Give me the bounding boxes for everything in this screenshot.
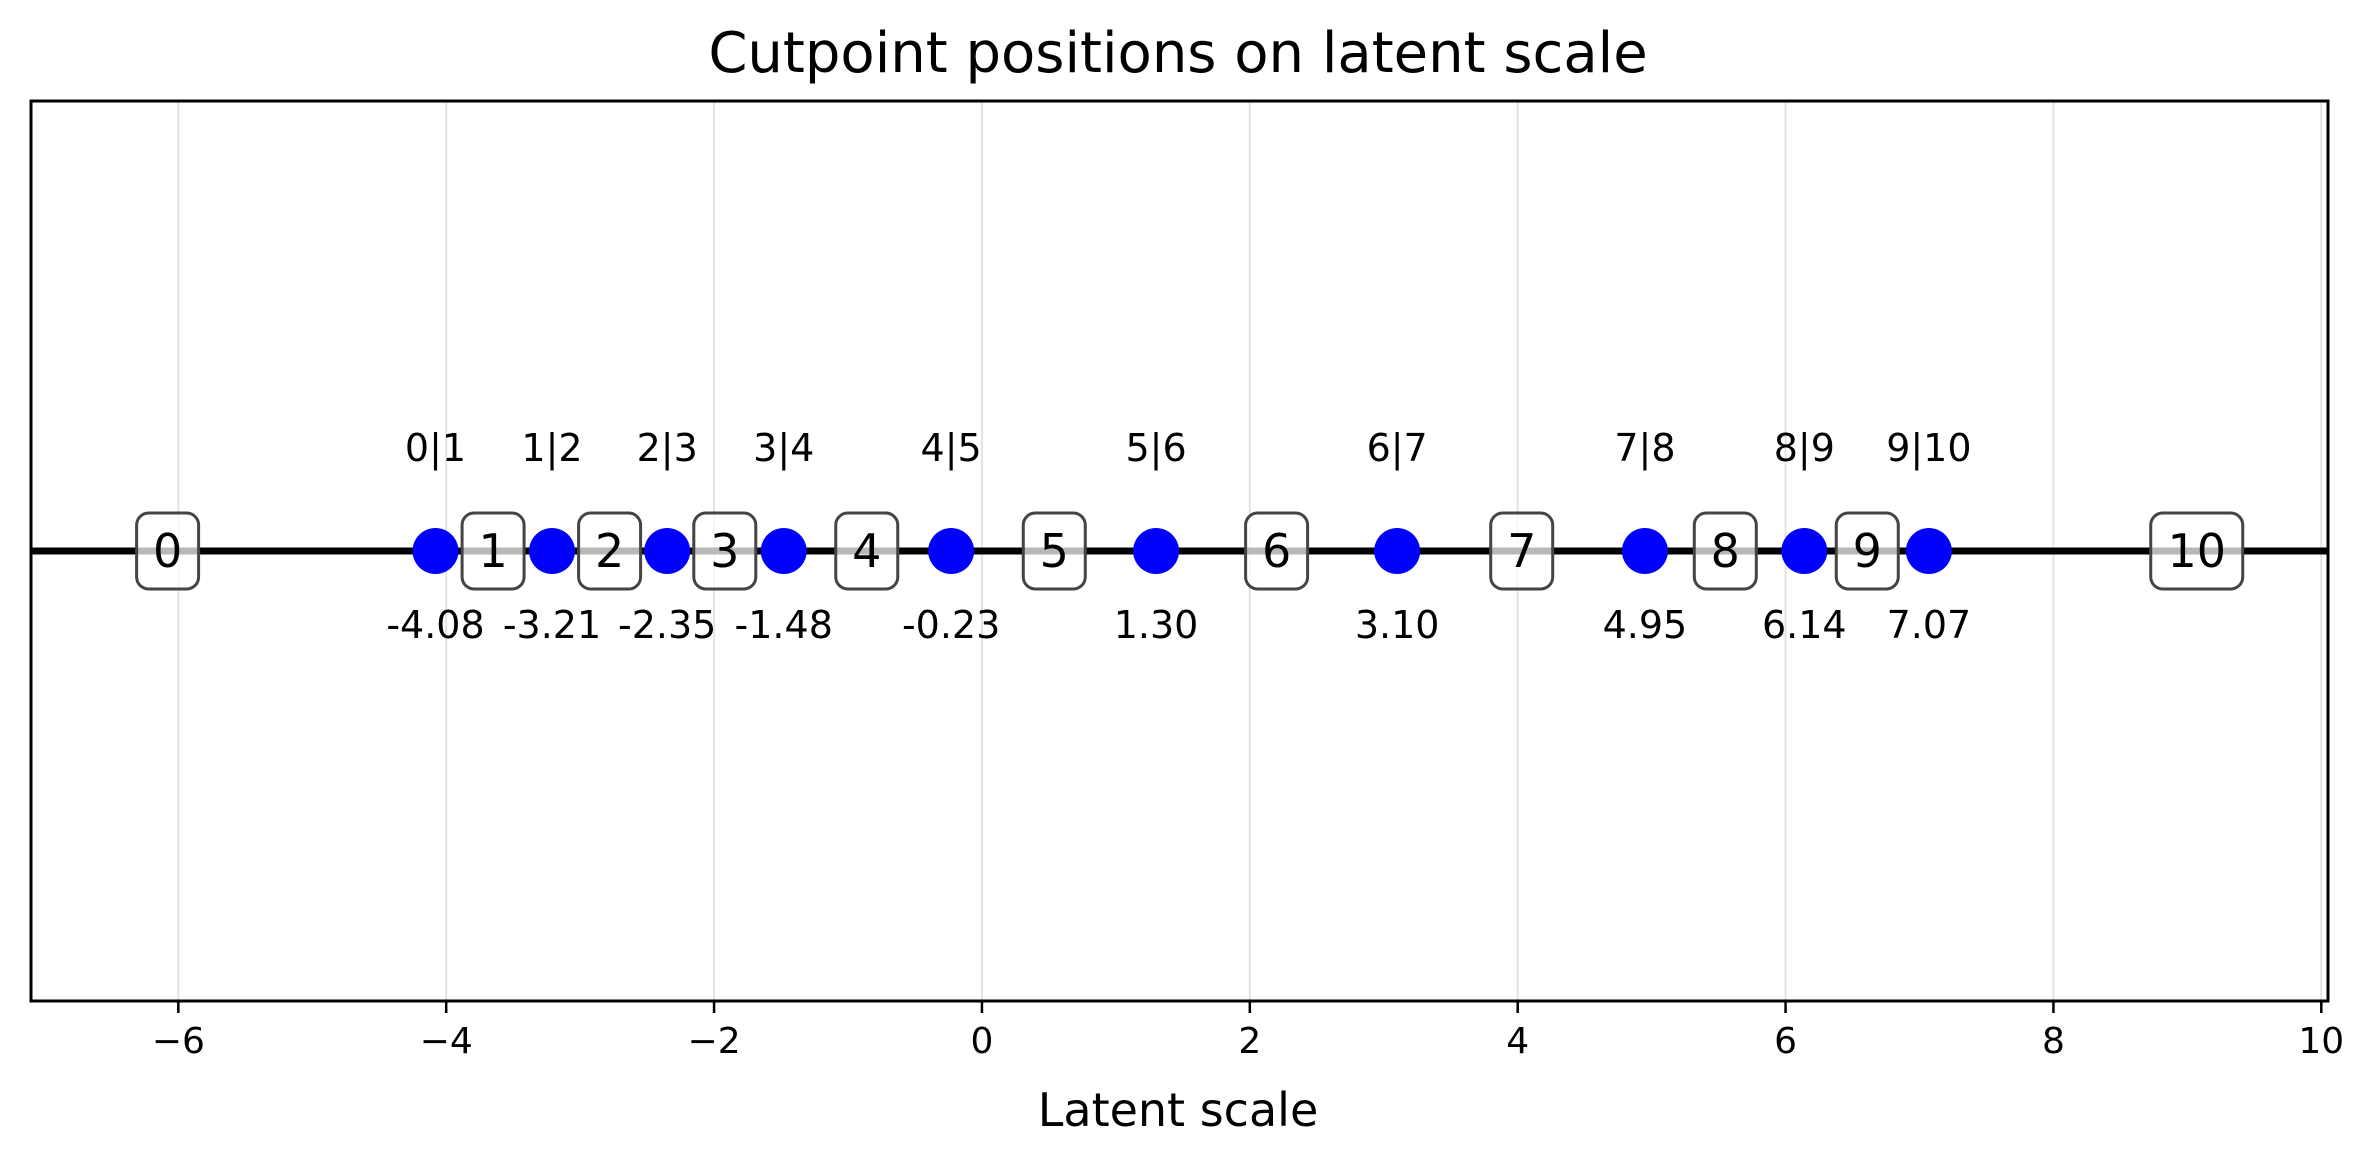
cutpoint-value-label: 3.10: [1355, 603, 1440, 647]
cutpoint-name-label: 1|2: [521, 426, 582, 471]
cutpoint-marker: [1133, 528, 1180, 574]
cutpoint-labels: 0|1 -4.08 1|2 -3.21 2|3 -2.35 3|4 -1.48 4|5 -0.23…: [386, 426, 1971, 647]
x-tick-label: −6: [152, 1021, 205, 1062]
x-tick-label: 10: [2298, 1021, 2344, 1062]
category-box: 8: [1692, 511, 1758, 591]
chart-title: Cutpoint positions on latent scale: [708, 21, 1647, 86]
category-box: 10: [2149, 511, 2245, 591]
category-box: 5: [1021, 511, 1087, 591]
category-label: 0: [153, 524, 182, 578]
cutpoint-name-label: 5|6: [1125, 426, 1186, 471]
x-tick-label: 4: [1506, 1021, 1529, 1062]
x-tick-label: 2: [1238, 1021, 1261, 1062]
category-box-frame: [1489, 511, 1555, 591]
cutpoint-value-label: 7.07: [1887, 603, 1972, 647]
x-tick-label: −2: [688, 1021, 741, 1062]
category-label: 10: [2167, 524, 2226, 578]
cutpoint-marker: [1621, 528, 1668, 574]
category-label: 2: [595, 524, 624, 578]
cutpoint-value-label: -1.48: [735, 603, 833, 647]
category-box-frame: [460, 511, 526, 591]
category-box-frame: [2149, 511, 2245, 591]
category-box-frame: [1021, 511, 1087, 591]
cutpoint-marker: [1781, 528, 1828, 574]
cutpoint-marker: [644, 528, 691, 574]
category-box: 2: [577, 511, 643, 591]
category-box: 7: [1489, 511, 1555, 591]
cutpoint-marker: [412, 528, 459, 574]
cutpoint-value-label: -3.21: [503, 603, 601, 647]
cutpoint-marker: [529, 528, 576, 574]
cutpoint-value-label: 6.14: [1762, 603, 1847, 647]
cutpoint-marker: [760, 528, 807, 574]
category-label: 8: [1711, 524, 1740, 578]
category-box-frame: [1834, 511, 1900, 591]
category-box: 9: [1834, 511, 1900, 591]
cutpoint-marker: [1374, 528, 1421, 574]
x-tick-label: −4: [420, 1021, 473, 1062]
cutpoint-value-label: -0.23: [902, 603, 1000, 647]
x-axis-label: Latent scale: [1038, 1083, 1319, 1137]
x-tick-label: 0: [970, 1021, 993, 1062]
cutpoint-name-label: 4|5: [921, 426, 982, 471]
category-box-frame: [692, 511, 758, 591]
x-tick-label: 8: [2042, 1021, 2065, 1062]
category-label: 6: [1262, 524, 1291, 578]
category-box: 3: [692, 511, 758, 591]
x-tick-label: 6: [1774, 1021, 1797, 1062]
category-box-frame: [1244, 511, 1310, 591]
category-label: 3: [710, 524, 739, 578]
category-box-frame: [834, 511, 900, 591]
cutpoint-markers: [412, 528, 1952, 574]
cutpoint-value-label: -2.35: [618, 603, 716, 647]
cutpoint-name-label: 9|10: [1886, 426, 1971, 471]
cutpoint-marker: [928, 528, 975, 574]
cutpoint-marker: [1905, 528, 1952, 574]
category-box: 1: [460, 511, 526, 591]
x-axis-ticks: −6 −4 −2 0 2 4 6 8 10: [152, 1001, 2344, 1062]
category-label: 1: [478, 524, 507, 578]
category-box: 4: [834, 511, 900, 591]
category-box: 0: [135, 511, 201, 591]
cutpoint-name-label: 8|9: [1774, 426, 1835, 471]
cutpoint-value-label: 4.95: [1603, 603, 1688, 647]
cutpoint-value-label: -4.08: [386, 603, 484, 647]
category-label: 5: [1040, 524, 1069, 578]
cutpoint-name-label: 2|3: [637, 426, 698, 471]
category-label: 4: [852, 524, 881, 578]
category-box-frame: [577, 511, 643, 591]
cutpoint-name-label: 3|4: [753, 426, 814, 471]
plot-frame: [29, 99, 2330, 1003]
cutpoint-value-label: 1.30: [1114, 603, 1199, 647]
cutpoint-name-label: 6|7: [1367, 426, 1428, 471]
category-label: 7: [1507, 524, 1536, 578]
cutpoint-name-label: 7|8: [1614, 426, 1675, 471]
cutpoint-name-label: 0|1: [405, 426, 466, 471]
category-box-frame: [135, 511, 201, 591]
category-label: 9: [1853, 524, 1882, 578]
category-box-frame: [1692, 511, 1758, 591]
category-box: 6: [1244, 511, 1310, 591]
category-boxes: 0 1 2 3 4 5 6 7 8 9 10: [135, 511, 2245, 591]
